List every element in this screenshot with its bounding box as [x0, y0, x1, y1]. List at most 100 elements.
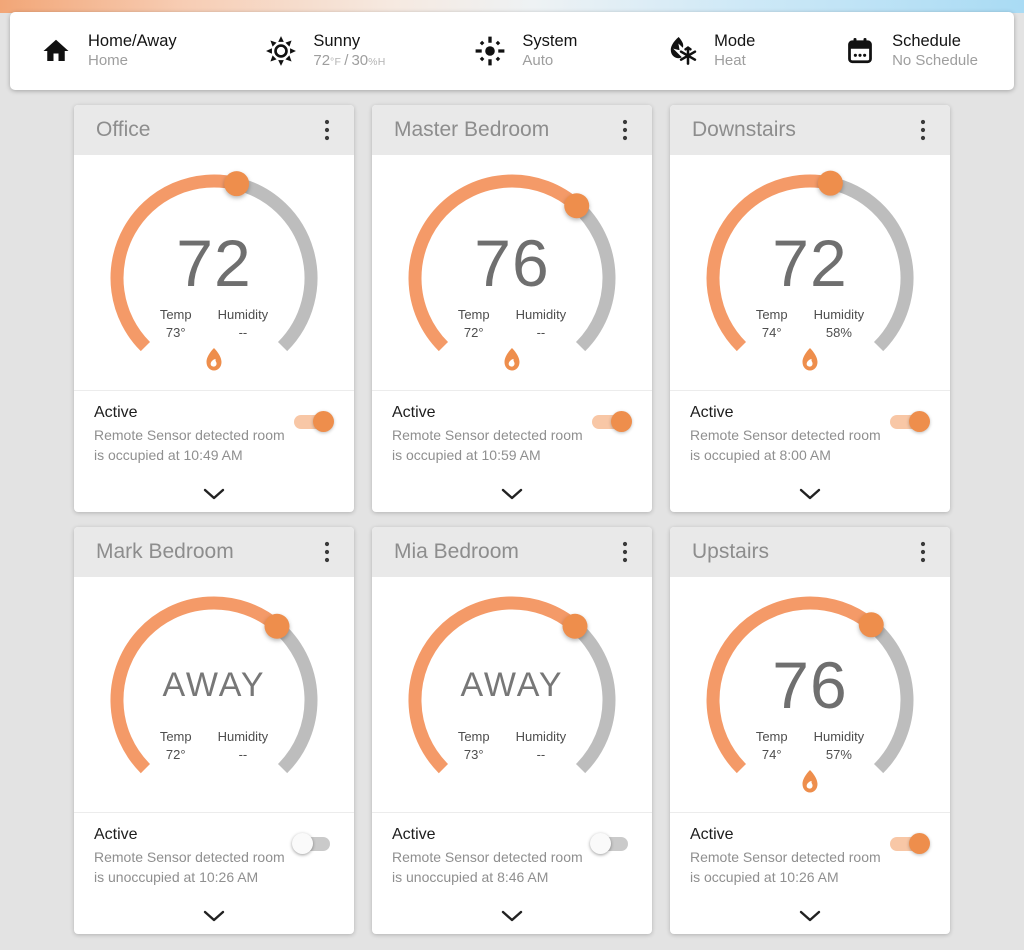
- mode-value: Heat: [714, 52, 746, 70]
- thermostat-gauge: 76 Temp 74° Humidity 57%: [670, 577, 950, 812]
- gauge-stats: Temp 72° Humidity --: [372, 306, 652, 342]
- room-title: Master Bedroom: [394, 118, 550, 141]
- weather-condition: Sunny: [313, 31, 361, 50]
- gauge-handle[interactable]: [564, 193, 590, 219]
- active-label: Active: [690, 826, 734, 843]
- toolbar-system[interactable]: System Auto: [474, 31, 577, 71]
- active-toggle[interactable]: [294, 411, 334, 432]
- active-section: Active Remote Sensor detected room is oc…: [372, 390, 652, 512]
- gauge-progress: [110, 174, 239, 352]
- active-toggle[interactable]: [590, 833, 630, 854]
- kebab-menu-icon[interactable]: [316, 115, 338, 145]
- gauge-progress: [408, 174, 582, 352]
- schedule-title: Schedule: [892, 31, 961, 50]
- gauge-stats: Temp 73° Humidity --: [74, 306, 354, 342]
- thermostat-gauge: AWAY Temp 73° Humidity --: [372, 577, 652, 812]
- schedule-calendar-icon: [844, 35, 876, 67]
- kebab-menu-icon[interactable]: [912, 537, 934, 567]
- toolbar-weather[interactable]: Sunny 72°F/30%H: [265, 31, 385, 71]
- setpoint-value: AWAY: [162, 665, 266, 704]
- expand-chevron-icon[interactable]: [491, 904, 533, 928]
- weather-temp-unit: °F: [330, 56, 342, 69]
- humidity-label: Humidity: [515, 307, 567, 322]
- weather-humidity-unit: %H: [368, 56, 386, 69]
- active-section: Active Remote Sensor detected room is un…: [372, 812, 652, 934]
- humidity-value: --: [238, 747, 248, 763]
- card-header: Downstairs: [670, 105, 950, 155]
- expand-chevron-icon[interactable]: [193, 482, 235, 506]
- gauge-stats: Temp 73° Humidity --: [372, 728, 652, 764]
- active-toggle[interactable]: [890, 833, 930, 854]
- room-title: Upstairs: [692, 540, 770, 563]
- setpoint-value: 76: [772, 648, 848, 722]
- temp-value: 72°: [463, 325, 484, 341]
- humidity-value: --: [536, 747, 546, 763]
- thermostat-gauge: AWAY Temp 72° Humidity --: [74, 577, 354, 812]
- active-toggle[interactable]: [292, 833, 332, 854]
- temp-label: Temp: [755, 307, 788, 322]
- system-title: System: [522, 31, 578, 50]
- setpoint-value: 76: [474, 226, 550, 300]
- setpoint-value: AWAY: [460, 665, 564, 704]
- humidity-value: 57%: [825, 747, 852, 763]
- thermostat-gauge: 72 Temp 74° Humidity 58%: [670, 155, 950, 390]
- kebab-menu-icon[interactable]: [614, 537, 636, 567]
- expand-chevron-icon[interactable]: [789, 904, 831, 928]
- active-toggle[interactable]: [890, 411, 930, 432]
- room-title: Downstairs: [692, 118, 796, 141]
- humidity-value: --: [536, 325, 546, 341]
- home-icon: [40, 35, 72, 67]
- active-label: Active: [690, 404, 734, 421]
- gauge-progress: [706, 174, 832, 352]
- gauge-handle[interactable]: [264, 613, 290, 639]
- expand-chevron-icon[interactable]: [491, 482, 533, 506]
- sensor-status-text: Remote Sensor detected room is occupied …: [690, 849, 881, 885]
- temp-label: Temp: [159, 729, 192, 744]
- home-away-value: Home: [88, 52, 129, 70]
- active-label: Active: [94, 826, 138, 843]
- heat-cool-mode-icon: [666, 35, 698, 67]
- active-toggle[interactable]: [592, 411, 632, 432]
- temp-label: Temp: [159, 307, 192, 322]
- gauge-progress: [110, 596, 282, 774]
- expand-chevron-icon[interactable]: [193, 904, 235, 928]
- temp-value: 72°: [165, 747, 186, 763]
- weather-separator: /: [344, 52, 349, 70]
- weather-readings: 72°F/30%H: [313, 52, 385, 71]
- card-header: Master Bedroom: [372, 105, 652, 155]
- room-card-upstairs: Upstairs 76 Temp 74° Humidity 57% Active R…: [670, 527, 950, 934]
- toolbar-mode[interactable]: Mode Heat: [666, 31, 755, 71]
- kebab-menu-icon[interactable]: [912, 115, 934, 145]
- toolbar-home-away[interactable]: Home/Away Home: [40, 31, 177, 71]
- card-header: Mark Bedroom: [74, 527, 354, 577]
- room-title: Office: [96, 118, 151, 141]
- gauge-handle[interactable]: [858, 612, 884, 638]
- theme-gradient-strip: [0, 0, 1024, 13]
- card-header: Upstairs: [670, 527, 950, 577]
- gauge-track: [572, 200, 616, 352]
- toolbar-schedule[interactable]: Schedule No Schedule: [844, 31, 978, 71]
- kebab-menu-icon[interactable]: [614, 115, 636, 145]
- gauge-handle[interactable]: [562, 613, 588, 639]
- thermostat-gauge: 72 Temp 73° Humidity --: [74, 155, 354, 390]
- temp-value: 73°: [165, 325, 186, 341]
- active-label: Active: [94, 404, 138, 421]
- expand-chevron-icon[interactable]: [789, 482, 831, 506]
- weather-temp: 72: [313, 52, 331, 70]
- gauge-track: [272, 621, 318, 774]
- heating-flame-icon: [670, 347, 950, 373]
- setpoint-value: 72: [176, 226, 252, 300]
- room-card-mia-bedroom: Mia Bedroom AWAY Temp 73° Humidity -- Acti…: [372, 527, 652, 934]
- gauge-handle[interactable]: [817, 170, 843, 196]
- humidity-label: Humidity: [217, 307, 269, 322]
- sensor-status-text: Remote Sensor detected room is occupied …: [94, 427, 285, 463]
- gauge-stats: Temp 74° Humidity 58%: [670, 306, 950, 342]
- gauge-handle[interactable]: [224, 171, 250, 197]
- kebab-menu-icon[interactable]: [316, 537, 338, 567]
- card-header: Mia Bedroom: [372, 527, 652, 577]
- gauge-track: [828, 176, 914, 352]
- gauge-progress: [408, 596, 580, 774]
- schedule-value: No Schedule: [892, 52, 978, 70]
- temp-value: 73°: [463, 747, 484, 763]
- gauge-stats: Temp 72° Humidity --: [74, 728, 354, 764]
